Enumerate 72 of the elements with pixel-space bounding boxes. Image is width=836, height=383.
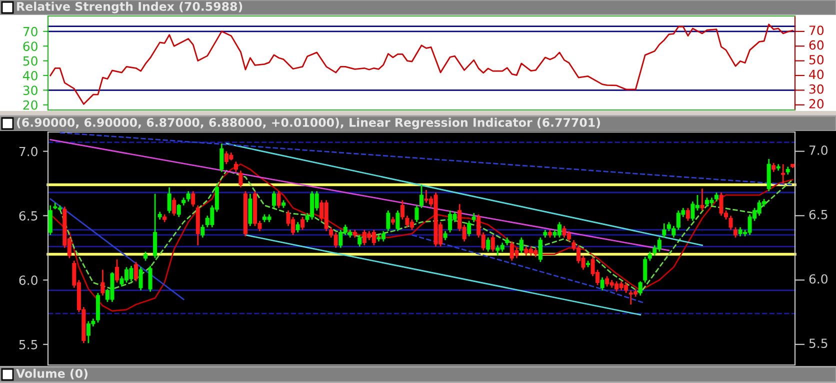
- y-tick-label: 70: [23, 26, 38, 36]
- candlestick: [490, 234, 495, 252]
- candlestick: [643, 256, 648, 284]
- y-tick-label: 6.5: [19, 211, 38, 221]
- candlestick: [662, 222, 666, 238]
- candlestick: [144, 251, 148, 262]
- y-tick-label: 5.5: [19, 340, 38, 350]
- y2-tick-label: 6.5: [809, 210, 828, 220]
- candlestick: [714, 192, 719, 202]
- candlestick: [100, 269, 105, 296]
- candlestick: [648, 251, 652, 262]
- chart-title: Relative Strength Index (70.5988): [17, 2, 242, 14]
- candlestick: [138, 266, 143, 292]
- candlestick: [414, 204, 419, 223]
- candlestick: [686, 207, 690, 222]
- y-tick-label: 30: [23, 86, 38, 96]
- candlestick: [728, 214, 733, 231]
- candlestick: [396, 210, 400, 232]
- y2-tick-label: 50: [809, 54, 824, 64]
- candlestick: [443, 230, 448, 241]
- candlestick: [276, 190, 281, 209]
- candlestick: [148, 265, 152, 292]
- candlestick: [191, 190, 196, 208]
- candlestick: [781, 163, 786, 184]
- y2-tick-label: 30: [809, 84, 824, 94]
- y-tick-label: 60: [23, 42, 38, 52]
- candlestick: [472, 212, 476, 223]
- y-tick-label: 50: [23, 56, 38, 66]
- y2-tick-label: 40: [809, 70, 824, 80]
- y2-tick-label: 6.0: [809, 274, 828, 284]
- candlestick: [272, 190, 276, 209]
- candlestick: [48, 204, 52, 236]
- candlestick: [700, 188, 704, 212]
- candlestick: [386, 210, 390, 232]
- y2-tick-label: 60: [809, 40, 824, 50]
- candlestick: [153, 193, 158, 259]
- candlestick: [519, 236, 524, 254]
- candlestick: [734, 226, 738, 238]
- candlestick: [296, 221, 300, 234]
- candlestick: [176, 203, 181, 218]
- candlestick: [220, 142, 224, 173]
- y-tick-label: 20: [23, 100, 38, 110]
- line-series: [59, 170, 794, 294]
- candlestick: [300, 216, 305, 231]
- line-series: [50, 24, 794, 105]
- y-tick-label: 7.0: [19, 146, 38, 156]
- y2-tick-label: 5.5: [809, 338, 828, 348]
- candlestick: [772, 162, 776, 173]
- candlestick: [486, 236, 490, 252]
- candlestick: [172, 196, 176, 216]
- y2-tick-label: 7.0: [809, 145, 828, 155]
- candlestick: [234, 160, 238, 173]
- candlestick: [238, 170, 243, 188]
- text: Volume (0): [16, 368, 88, 380]
- candlestick: [638, 280, 642, 296]
- chart-title: (6.90000, 6.90000, 6.87000, 6.88000, +0.01000), Linear Regression Indicator (6.77701): [17, 118, 600, 130]
- candlestick: [167, 186, 172, 214]
- y2-tick-label: 20: [809, 99, 824, 108]
- y-tick-label: 6.0: [19, 276, 38, 285]
- candlestick: [467, 220, 472, 237]
- candlestick: [600, 276, 604, 292]
- y2-tick-label: 70: [809, 26, 824, 36]
- candlestick: [419, 184, 424, 209]
- candlestick: [186, 190, 190, 202]
- candlestick: [114, 258, 120, 284]
- line-series: [50, 163, 794, 312]
- y-tick-label: 40: [22, 70, 38, 80]
- candlestick: [134, 261, 138, 282]
- candlestick: [400, 200, 404, 220]
- candlestick: [358, 234, 362, 248]
- candlestick: [538, 236, 542, 263]
- candlestick: [200, 224, 205, 238]
